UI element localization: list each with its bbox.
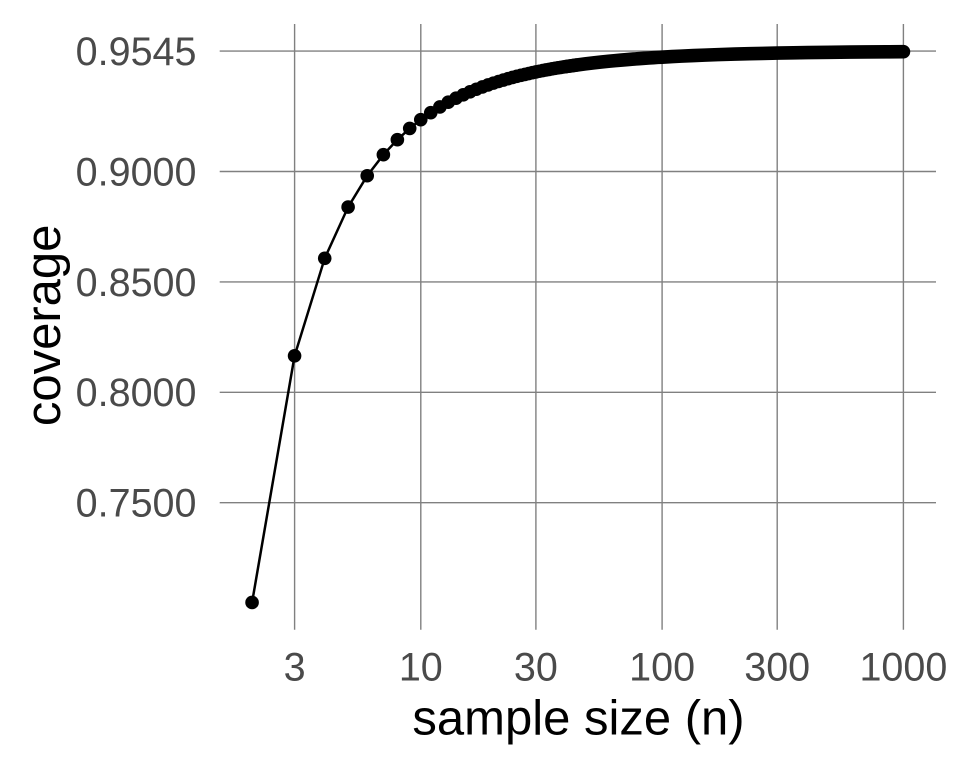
svg-text:1000: 1000 [859, 645, 947, 689]
svg-text:3: 3 [284, 645, 306, 689]
svg-text:0.9000: 0.9000 [76, 150, 197, 194]
svg-text:sample size (n): sample size (n) [412, 692, 744, 746]
svg-text:0.7500: 0.7500 [76, 482, 197, 526]
svg-text:0.8500: 0.8500 [76, 261, 197, 305]
svg-text:100: 100 [629, 645, 695, 689]
svg-text:coverage: coverage [17, 225, 71, 427]
svg-text:0.9545: 0.9545 [76, 30, 197, 74]
svg-text:30: 30 [514, 645, 558, 689]
svg-text:0.8000: 0.8000 [76, 371, 197, 415]
svg-text:300: 300 [744, 645, 810, 689]
svg-text:10: 10 [399, 645, 443, 689]
